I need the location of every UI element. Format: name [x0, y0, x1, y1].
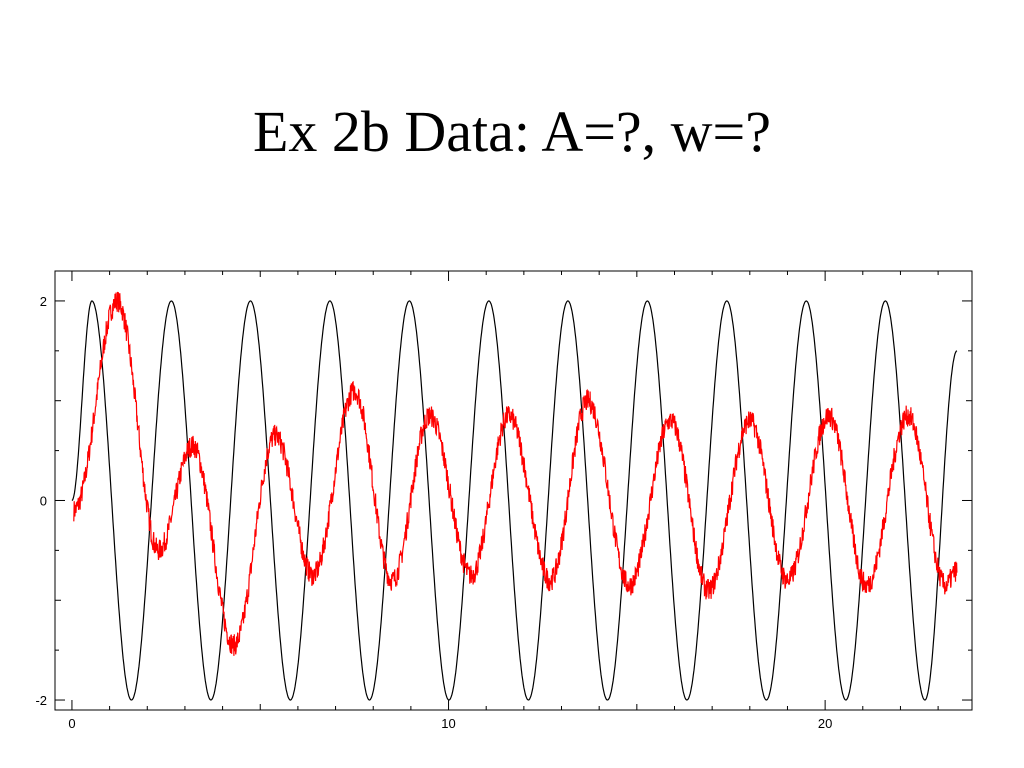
- tick-marks: [55, 271, 972, 710]
- tick-labels: 0 10 20 -2 0 2: [35, 294, 832, 731]
- x-tick-label: 20: [818, 716, 832, 731]
- plot-frame: [54, 270, 973, 711]
- slide-title: Ex 2b Data: A=?, w=?: [252, 99, 771, 164]
- x-tick-label: 10: [441, 716, 455, 731]
- y-tick-label: 2: [40, 294, 47, 309]
- x-tick-label: 0: [68, 716, 75, 731]
- series-line-black: [71, 300, 958, 701]
- y-tick-label: 0: [40, 493, 47, 508]
- series-line-red: [73, 291, 958, 656]
- y-tick-label: -2: [35, 693, 47, 708]
